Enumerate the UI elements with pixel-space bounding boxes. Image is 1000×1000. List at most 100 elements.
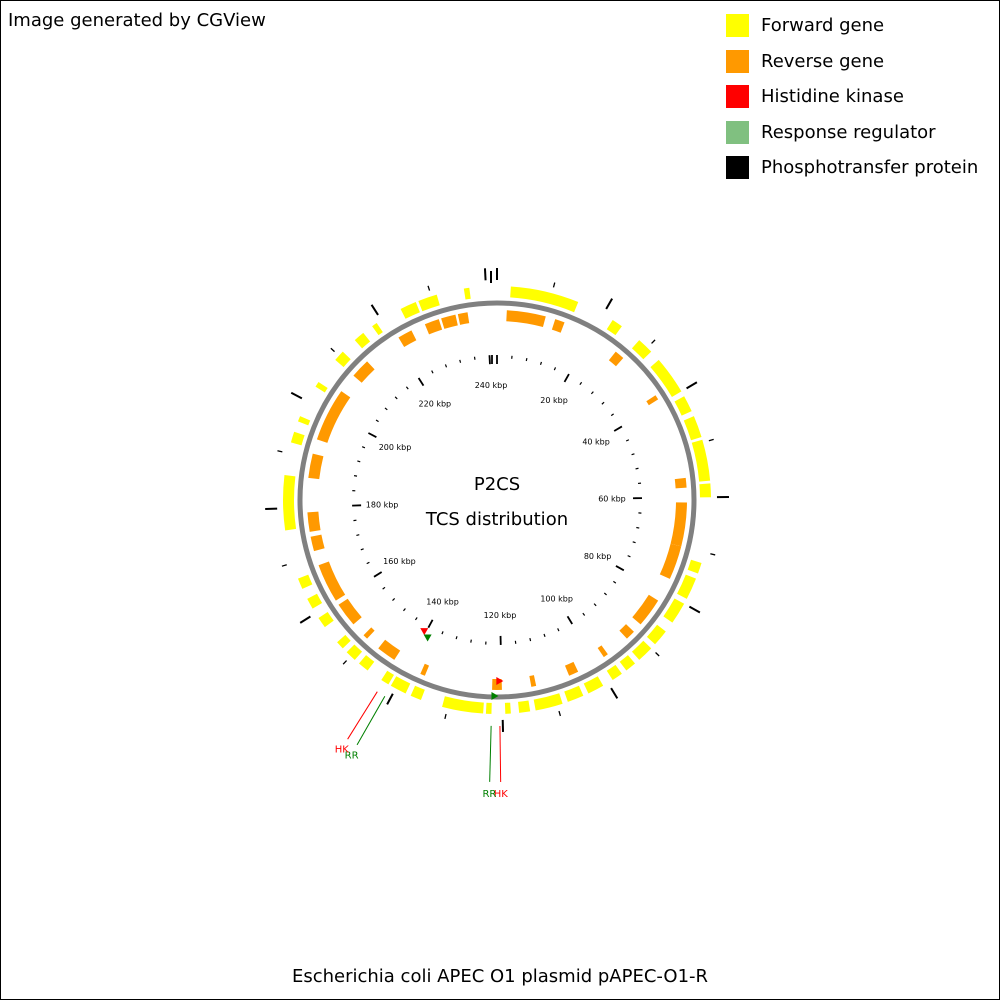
rr-callout-label: RR	[345, 750, 359, 761]
ruler-label: 140 kbp	[426, 597, 459, 606]
reverse-gene	[529, 675, 537, 687]
reverse-gene	[506, 310, 546, 327]
reverse-gene	[307, 511, 321, 532]
forward-gene	[485, 702, 492, 714]
ruler-tick	[610, 413, 614, 417]
reverse-gene	[551, 319, 565, 333]
hk-callout-label: HK	[494, 789, 509, 800]
reverse-gene	[564, 661, 579, 676]
reverse-gene	[353, 361, 375, 383]
legend-item-rr: Response regulator	[726, 115, 978, 151]
forward-gene	[510, 286, 579, 313]
forward-gene	[372, 323, 383, 336]
forward-gene	[307, 593, 323, 609]
forward-gene	[699, 483, 711, 498]
outer-tick	[610, 687, 619, 699]
forward-gene	[400, 302, 420, 319]
ruler-tick	[590, 391, 594, 395]
ruler-tick	[356, 534, 360, 536]
forward-gene	[650, 359, 682, 397]
ruler-tick	[632, 541, 636, 544]
outer-tick	[483, 268, 487, 281]
forward-gene	[646, 624, 666, 645]
phosphotransfer-swatch	[726, 156, 749, 180]
forward-gene	[346, 644, 363, 660]
ruler-tick	[414, 617, 418, 621]
legend-item-hk: Histidine kinase	[726, 79, 978, 115]
ruler-tick	[627, 555, 631, 558]
center-subtitle: TCS distribution	[425, 509, 568, 530]
ruler-label: 20 kbp	[540, 396, 568, 405]
forward-gene	[418, 294, 440, 312]
outer-tick	[444, 713, 447, 720]
outer-tick	[552, 282, 556, 288]
ruler-label: 180 kbp	[366, 500, 399, 509]
forward-gene	[631, 340, 652, 360]
ruler-tick	[579, 381, 583, 386]
legend-item-reverse: Reverse gene	[726, 44, 978, 80]
forward-gene	[504, 702, 511, 714]
forward-gene	[297, 574, 313, 589]
ruler-tick	[613, 425, 623, 432]
ruler-tick	[382, 586, 386, 590]
ruler-tick	[636, 526, 640, 529]
reverse-gene	[619, 624, 634, 639]
center-title: P2CS	[474, 474, 520, 495]
ruler-label: 220 kbp	[419, 399, 452, 408]
forward-gene	[677, 574, 697, 599]
legend: Forward gene Reverse gene Histidine kina…	[726, 8, 978, 186]
forward-gene	[663, 598, 685, 623]
legend-label-rr: Response regulator	[761, 121, 936, 143]
ruler-label: 120 kbp	[484, 611, 517, 620]
credit-text: Image generated by CGView	[8, 10, 266, 31]
rr-callout-line	[356, 695, 386, 746]
reverse-gene	[597, 645, 608, 658]
ruler-tick	[603, 592, 607, 596]
reverse-gene	[646, 395, 659, 406]
ruler-tick	[367, 432, 377, 438]
forward-gene	[533, 693, 563, 711]
outer-tick	[558, 710, 562, 717]
outer-tick	[370, 304, 379, 316]
outer-tick	[651, 339, 656, 344]
legend-item-pt: Phosphotransfer protein	[726, 150, 978, 186]
ruler-tick	[392, 598, 396, 601]
rr-callout-line	[489, 725, 492, 782]
ruler-tick	[635, 467, 639, 470]
forward-gene	[442, 696, 484, 714]
forward-gene	[687, 559, 702, 574]
forward-gene	[282, 475, 297, 531]
ruler-tick	[417, 377, 425, 387]
ruler-tick	[582, 612, 586, 616]
outer-tick	[330, 347, 335, 353]
reverse-gene	[670, 502, 687, 547]
plasmid-map: 240 kbp 20 kbp 40 kbp 60 kbp 80 kbp 100 kbp 12…	[265, 268, 729, 800]
ruler-tick	[470, 639, 472, 643]
reverse-gene	[310, 534, 325, 552]
outer-tick	[655, 652, 660, 657]
reverse-gene	[424, 319, 443, 335]
forward-gene	[337, 634, 351, 649]
ruler-label: 80 kbp	[584, 552, 612, 561]
hk-marker	[496, 676, 504, 685]
forward-gene	[518, 700, 531, 713]
reverse-gene	[420, 663, 430, 676]
response-regulator-swatch	[726, 120, 749, 144]
ruler-tick	[366, 561, 370, 565]
ruler-tick	[553, 367, 557, 371]
ruler-tick	[455, 636, 458, 640]
ruler-tick	[539, 361, 543, 366]
outer-tick	[386, 693, 394, 705]
forward-gene	[410, 685, 425, 701]
outer-tick	[299, 615, 311, 624]
ruler-tick	[405, 386, 409, 390]
outer-tick	[427, 285, 431, 291]
backbone-ring	[297, 300, 697, 700]
ruler-tick	[459, 359, 462, 363]
outer-tick	[277, 450, 283, 453]
reverse-gene	[378, 639, 401, 660]
outer-tick	[290, 391, 303, 400]
ruler-tick	[525, 357, 528, 362]
hk-callout-line	[499, 725, 502, 782]
